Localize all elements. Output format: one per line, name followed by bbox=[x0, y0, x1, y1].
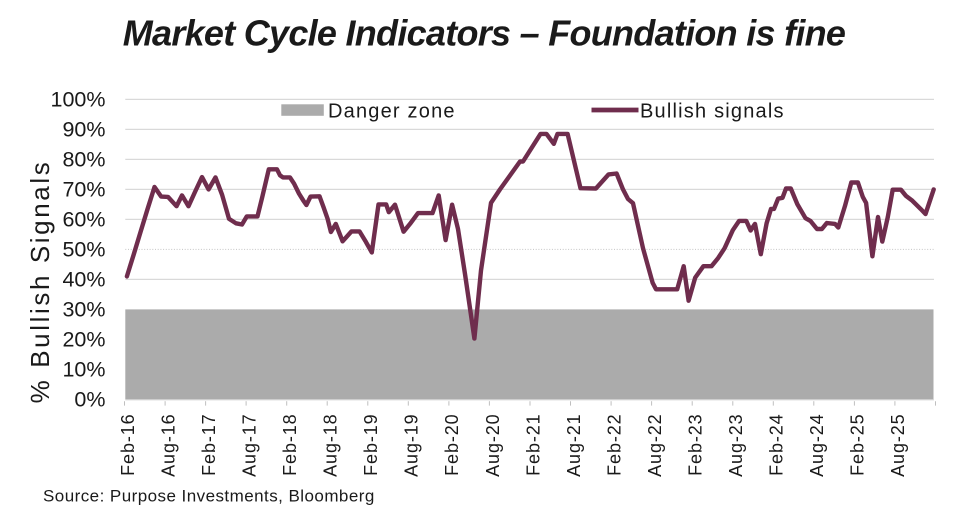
svg-text:Aug-19: Aug-19 bbox=[402, 413, 422, 476]
svg-text:Aug-24: Aug-24 bbox=[807, 413, 827, 476]
svg-text:Source: Purpose Investments, B: Source: Purpose Investments, Bloomberg bbox=[43, 487, 375, 506]
svg-text:Feb-24: Feb-24 bbox=[767, 413, 787, 475]
svg-text:Bullish signals: Bullish signals bbox=[640, 101, 785, 123]
svg-text:Aug-25: Aug-25 bbox=[888, 413, 908, 476]
svg-text:% Bullish Signals: % Bullish Signals bbox=[25, 160, 55, 404]
svg-text:100%: 100% bbox=[51, 87, 106, 111]
svg-text:70%: 70% bbox=[62, 177, 105, 201]
svg-text:Aug-22: Aug-22 bbox=[645, 413, 665, 476]
svg-text:Feb-16: Feb-16 bbox=[118, 413, 138, 475]
svg-text:40%: 40% bbox=[62, 267, 105, 291]
svg-text:Market Cycle Indicators – Foun: Market Cycle Indicators – Foundation is … bbox=[123, 13, 846, 54]
svg-text:80%: 80% bbox=[62, 147, 105, 171]
svg-text:Aug-18: Aug-18 bbox=[321, 413, 341, 476]
svg-text:50%: 50% bbox=[62, 237, 105, 261]
svg-text:30%: 30% bbox=[62, 297, 105, 321]
svg-text:20%: 20% bbox=[62, 327, 105, 351]
svg-text:Aug-21: Aug-21 bbox=[564, 413, 584, 476]
svg-text:60%: 60% bbox=[62, 207, 105, 231]
svg-text:Feb-21: Feb-21 bbox=[523, 413, 543, 475]
svg-text:Feb-25: Feb-25 bbox=[848, 413, 868, 475]
svg-text:90%: 90% bbox=[62, 117, 105, 141]
svg-text:Feb-18: Feb-18 bbox=[280, 413, 300, 475]
svg-text:0%: 0% bbox=[74, 387, 105, 411]
svg-text:Feb-23: Feb-23 bbox=[686, 413, 706, 475]
svg-text:Feb-20: Feb-20 bbox=[442, 413, 462, 475]
svg-text:Feb-17: Feb-17 bbox=[199, 413, 219, 475]
svg-text:Aug-23: Aug-23 bbox=[726, 413, 746, 476]
svg-text:Feb-22: Feb-22 bbox=[604, 413, 624, 475]
svg-text:Aug-17: Aug-17 bbox=[239, 413, 259, 476]
svg-text:Feb-19: Feb-19 bbox=[361, 413, 381, 475]
svg-text:Aug-16: Aug-16 bbox=[158, 413, 178, 476]
svg-text:Aug-20: Aug-20 bbox=[483, 413, 503, 476]
svg-text:10%: 10% bbox=[62, 357, 105, 381]
svg-text:Danger zone: Danger zone bbox=[328, 101, 456, 123]
